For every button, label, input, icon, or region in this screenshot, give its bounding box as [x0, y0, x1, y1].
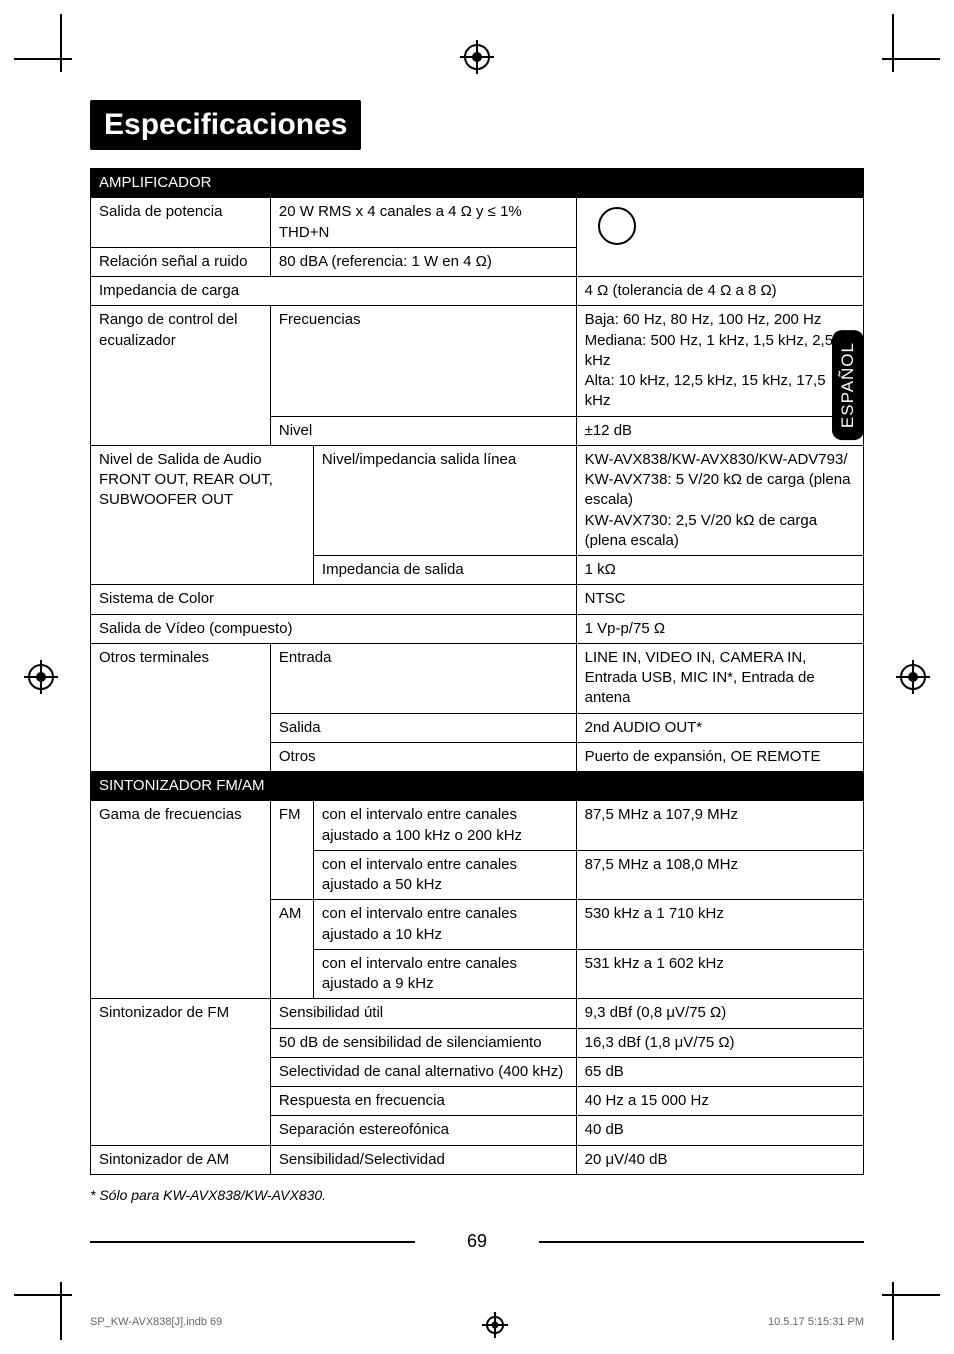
value: 80 dBA (referencia: 1 W en 4 Ω) — [270, 247, 576, 276]
registration-mark-right — [900, 664, 926, 690]
footer-right: 10.5.17 5:15:31 PM — [768, 1316, 864, 1334]
sublabel: AM — [270, 900, 313, 999]
sublabel: Respuesta en frecuencia — [270, 1087, 576, 1116]
label: Salida de Vídeo (compuesto) — [91, 614, 577, 643]
value: 1 kΩ — [576, 556, 863, 585]
label: Sistema de Color — [91, 585, 577, 614]
sublabel: Salida — [270, 713, 576, 742]
value: LINE IN, VIDEO IN, CAMERA IN, Entrada US… — [576, 643, 863, 713]
label: Impedancia de carga — [91, 277, 577, 306]
value: 16,3 dBf (1,8 μV/75 Ω) — [576, 1028, 863, 1057]
value: 40 Hz a 15 000 Hz — [576, 1087, 863, 1116]
sublabel: Nivel/impedancia salida línea — [313, 445, 576, 555]
registration-mark-top — [464, 44, 490, 70]
label: Gama de frecuencias — [91, 801, 271, 999]
page-title: Especificaciones — [90, 100, 361, 150]
language-tab: ESPAÑOL — [832, 330, 864, 440]
sublabel: con el intervalo entre canales ajustado … — [313, 900, 576, 950]
value: 65 dB — [576, 1057, 863, 1086]
sublabel: Selectividad de canal alternativo (400 k… — [270, 1057, 576, 1086]
label: Sintonizador de FM — [91, 999, 271, 1145]
value: 1 Vp-p/75 Ω — [576, 614, 863, 643]
sublabel: con el intervalo entre canales ajustado … — [313, 801, 576, 851]
label: Relación señal a ruido — [91, 247, 271, 276]
sublabel: 50 dB de sensibilidad de silenciamiento — [270, 1028, 576, 1057]
label: Rango de control del ecualizador — [91, 306, 271, 446]
sublabel: FM — [270, 801, 313, 900]
label: Nivel de Salida de Audio FRONT OUT, REAR… — [91, 445, 314, 585]
value: 9,3 dBf (0,8 μV/75 Ω) — [576, 999, 863, 1028]
value: 20 W RMS x 4 canales a 4 Ω y ≤ 1% THD+N — [270, 198, 576, 248]
sublabel: con el intervalo entre canales ajustado … — [313, 949, 576, 999]
section-header-amp: AMPLIFICADOR — [91, 169, 864, 198]
registration-mark-left — [28, 664, 54, 690]
section-header-tuner: SINTONIZADOR FM/AM — [91, 772, 864, 801]
footnote: * Sólo para KW-AVX838/KW-AVX830. — [90, 1187, 864, 1203]
sublabel: Frecuencias — [270, 306, 576, 416]
value: 531 kHz a 1 602 kHz — [576, 949, 863, 999]
sublabel: Separación estereofónica — [270, 1116, 576, 1145]
page-number: 69 — [457, 1231, 497, 1252]
print-footer: SP_KW-AVX838[J].indb 69 10.5.17 5:15:31 … — [90, 1316, 864, 1334]
label: Sintonizador de AM — [91, 1145, 271, 1174]
value: Puerto de expansión, OE REMOTE — [576, 742, 863, 771]
sublabel: con el intervalo entre canales ajustado … — [313, 850, 576, 900]
spec-table: AMPLIFICADOR Salida de potencia 20 W RMS… — [90, 168, 864, 1175]
sublabel: Nivel — [270, 416, 576, 445]
value: KW-AVX838/KW-AVX830/KW-ADV793/ KW-AVX738… — [576, 445, 863, 555]
sublabel: Sensibilidad/Selectividad — [270, 1145, 576, 1174]
label: Otros terminales — [91, 643, 271, 771]
sublabel: Impedancia de salida — [313, 556, 576, 585]
value: NTSC — [576, 585, 863, 614]
sublabel: Entrada — [270, 643, 576, 713]
value: 4 Ω (tolerancia de 4 Ω a 8 Ω) — [576, 277, 863, 306]
value: 40 dB — [576, 1116, 863, 1145]
sublabel: Sensibilidad útil — [270, 999, 576, 1028]
value: 87,5 MHz a 107,9 MHz — [576, 801, 863, 851]
value: 20 μV/40 dB — [576, 1145, 863, 1174]
value: ±12 dB — [576, 416, 863, 445]
sublabel: Otros — [270, 742, 576, 771]
label: Salida de potencia — [91, 198, 271, 248]
registration-mark-bottom — [486, 1316, 504, 1334]
value: Baja: 60 Hz, 80 Hz, 100 Hz, 200 Hz Media… — [576, 306, 863, 416]
page-number-wrap: 69 — [90, 1231, 864, 1252]
value: 530 kHz a 1 710 kHz — [576, 900, 863, 950]
value: 2nd AUDIO OUT* — [576, 713, 863, 742]
value: 87,5 MHz a 108,0 MHz — [576, 850, 863, 900]
footer-left: SP_KW-AVX838[J].indb 69 — [90, 1316, 222, 1334]
cea-logo — [576, 198, 863, 277]
